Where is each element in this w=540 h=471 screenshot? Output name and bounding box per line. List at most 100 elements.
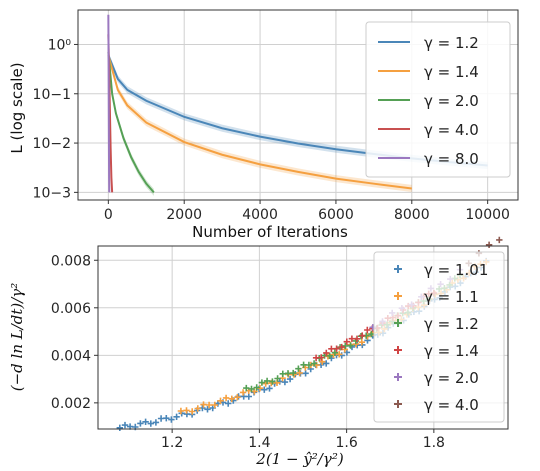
bottom-x-tick-label: 1.2 (161, 435, 183, 451)
top-legend-label: γ = 2.0 (424, 92, 479, 110)
bottom-y-ticks: 0.002 0.004 0.006 0.008 (51, 253, 98, 412)
bottom-legend-label: γ = 2.0 (424, 369, 479, 387)
top-legend: γ = 1.2 γ = 1.4 γ = 2.0 γ = 4.0 γ = 8.0 (365, 21, 511, 178)
top-y-axis-label: L (log scale) (8, 62, 26, 153)
point-1p01 (121, 421, 129, 429)
point-1p2 (305, 361, 313, 369)
bottom-legend-marker (394, 319, 402, 327)
top-x-tick-label: 8000 (394, 207, 430, 223)
top-x-tick-label: 4000 (242, 207, 278, 223)
top-y-ticks: 10−3 10−2 10−1 10⁰ (33, 37, 78, 201)
point-1p4 (359, 332, 366, 339)
top-x-ticks: 0 2000 4000 6000 8000 10000 (104, 200, 510, 223)
bottom-legend-label: γ = 1.4 (424, 342, 479, 360)
point-1p2 (269, 378, 276, 385)
point-1p2 (331, 349, 339, 356)
bottom-plot-frame (97, 245, 509, 430)
point-1p4 (318, 354, 325, 361)
top-y-tick-label: 10⁰ (48, 37, 72, 53)
point-1p01 (266, 385, 273, 392)
bottom-legend-marker (394, 265, 402, 273)
top-x-tick-label: 2000 (166, 207, 202, 223)
point-1p01 (163, 415, 170, 422)
point-1p01 (142, 418, 149, 425)
bottom-legend-marker (394, 346, 402, 354)
bottom-y-tick-label: 0.004 (51, 348, 91, 364)
line-8p0 (107, 14, 111, 193)
top-loss-chart: 0 2000 4000 6000 8000 10000 10−3 10−2 10−1 10⁰ γ… (8, 9, 519, 241)
point-1p2 (258, 379, 266, 386)
point-1p1 (239, 389, 247, 396)
top-x-tick-label: 6000 (318, 207, 354, 223)
point-1p01 (245, 393, 252, 400)
bottom-y-tick-label: 0.008 (51, 253, 91, 269)
point-1p1 (319, 358, 326, 365)
top-x-axis-label: Number of Iterations (192, 223, 348, 241)
bottom-x-tick-label: 1.8 (423, 435, 445, 451)
point-4p0 (496, 236, 503, 244)
top-y-tick-label: 10−1 (33, 87, 71, 103)
point-1p1 (211, 401, 218, 409)
point-1p01 (168, 416, 175, 423)
point-1p2 (248, 385, 255, 393)
point-1p01 (116, 424, 123, 431)
point-1p01 (225, 400, 232, 407)
point-1p2 (326, 352, 333, 359)
bottom-legend-box (373, 251, 505, 423)
point-1p2 (290, 369, 297, 377)
top-x-tick-label: 0 (104, 207, 113, 223)
point-1p1 (358, 339, 365, 346)
bottom-legend-label: γ = 1.1 (424, 288, 479, 306)
point-1p2 (253, 384, 260, 391)
bottom-legend-label: γ = 1.01 (424, 261, 488, 279)
point-1p01 (286, 375, 294, 383)
point-1p1 (189, 408, 196, 415)
point-1p1 (234, 394, 241, 401)
point-1p1 (217, 397, 224, 404)
point-1p01 (323, 360, 330, 367)
line-1p4 (107, 55, 412, 190)
bottom-legend-marker (394, 373, 402, 381)
top-legend-box (365, 21, 511, 178)
point-4p0 (485, 241, 493, 248)
top-legend-label: γ = 4.0 (424, 121, 479, 139)
bottom-y-axis-label: (−d ln L/dt)/γ² (8, 283, 26, 392)
point-1p01 (137, 420, 144, 427)
point-1p01 (204, 406, 211, 413)
point-1p01 (147, 420, 154, 427)
bottom-x-tick-label: 1.6 (335, 435, 357, 451)
top-legend-label: γ = 8.0 (424, 150, 479, 168)
bottom-x-ticks: 1.2 1.4 1.6 1.8 (161, 429, 445, 451)
point-1p1 (200, 401, 207, 408)
line-2p0 (107, 52, 155, 194)
point-1p4 (353, 335, 361, 342)
point-1p1 (183, 407, 190, 414)
point-1p01 (261, 386, 268, 393)
bottom-legend-marker (394, 292, 402, 300)
point-1p2 (310, 360, 318, 367)
point-1p4 (338, 343, 345, 351)
top-legend-label: γ = 1.4 (424, 63, 479, 81)
bottom-legend-label: γ = 1.2 (424, 315, 479, 333)
point-1p01 (302, 370, 309, 377)
bottom-legend-marker (394, 400, 402, 408)
point-1p01 (152, 419, 160, 426)
bottom-legend-label: γ = 4.0 (424, 396, 479, 414)
point-1p4 (343, 338, 350, 345)
point-1p2 (347, 342, 354, 349)
point-1p1 (205, 401, 213, 409)
point-1p1 (336, 351, 343, 358)
band-1p2 (108, 51, 488, 170)
point-1p4 (333, 345, 340, 352)
bottom-rate-chart: 1.2 1.4 1.6 1.8 0.002 0.004 0.006 0.008 γ = 1.… (8, 236, 509, 468)
point-1p2 (274, 375, 281, 382)
bottom-y-tick-label: 0.002 (51, 396, 91, 412)
top-y-tick-label: 10−3 (33, 185, 71, 201)
bottom-legend: γ = 1.01 γ = 1.1 γ = 1.2 γ = 1.4 γ = 2.0 γ = … (373, 251, 505, 423)
point-1p1 (228, 395, 235, 402)
bottom-y-tick-label: 0.006 (51, 301, 91, 317)
bottom-x-axis-label: 2(1 − ŷ²/γ²) (255, 450, 344, 468)
bottom-x-tick-label: 1.4 (248, 435, 270, 451)
point-1p1 (296, 369, 303, 377)
